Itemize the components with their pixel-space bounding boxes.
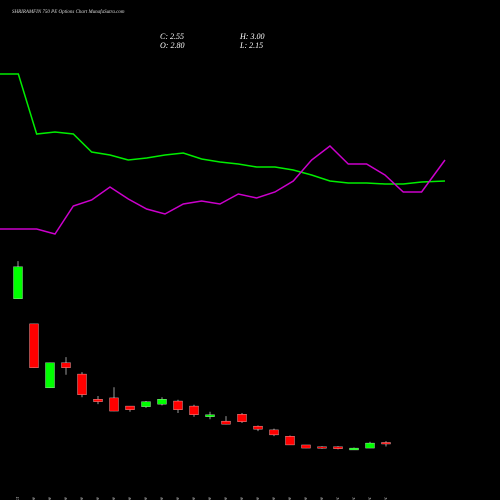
x-tick-label: 26 Nov [288, 496, 293, 500]
candle-body [349, 447, 359, 451]
x-tick-label: 20 Nov [224, 496, 229, 500]
candle-body [253, 425, 263, 430]
close-stat: C: 2.55 [160, 32, 184, 41]
candle-body [173, 400, 183, 410]
x-tick-label: 02 Dec [352, 496, 357, 500]
candle-body [93, 399, 103, 402]
candle-body [141, 401, 151, 407]
candle-body [189, 405, 199, 415]
high-stat: H: 3.00 [239, 32, 264, 41]
open-stat: O: 2.80 [160, 41, 184, 50]
x-tick-label: 04 Nov [48, 496, 53, 500]
candle-body [125, 405, 135, 410]
x-tick-label: 03 Dec [368, 496, 373, 500]
indicator-line [0, 145, 446, 235]
candle-body [205, 414, 215, 417]
x-tick-label: 19 Nov [208, 496, 213, 500]
x-tick-label: 21 Nov [240, 496, 245, 500]
x-tick-label: 27 Nov [304, 496, 309, 500]
candle-body [237, 414, 247, 422]
x-tick-label: 13 Nov [144, 496, 149, 500]
low-stat: L: 2.15 [239, 41, 263, 50]
indicator-line [0, 73, 446, 185]
x-tick-label: 24 Nov [256, 496, 261, 500]
chart-title: SHRIRAMFIN 750 PE Options Chart MunafaSu… [12, 10, 125, 15]
x-tick-label: 28 Nov [320, 496, 325, 500]
candle-body [221, 420, 231, 425]
x-tick-label: 04 Dec [384, 496, 389, 500]
candle-body [333, 446, 343, 449]
x-tick-label: 10 Nov [96, 496, 101, 500]
candle-body [285, 436, 295, 446]
candle-body [77, 373, 87, 395]
candle-body [29, 323, 39, 368]
candle-body [13, 266, 23, 299]
x-tick-label: 01 Dec [336, 496, 341, 500]
candle-body [317, 446, 327, 449]
x-tick-label: 14 Nov [160, 496, 165, 500]
candle-body [109, 397, 119, 412]
x-tick-label: 12 Nov [128, 496, 133, 500]
x-tick-label: 18 Nov [192, 496, 197, 500]
x-tick-label: 25 Nov [272, 496, 277, 500]
x-tick-label: 31 Oct [16, 496, 21, 500]
candle-body [301, 444, 311, 449]
candle-body [365, 442, 375, 449]
x-tick-label: 07 Nov [80, 496, 85, 500]
candle-body [381, 442, 391, 445]
x-tick-label: 06 Nov [64, 496, 69, 500]
candle-body [157, 399, 167, 405]
candle-body [61, 362, 71, 368]
x-tick-label: 11 Nov [112, 496, 117, 500]
candle-body [45, 362, 55, 389]
x-tick-label: 17 Nov [176, 496, 181, 500]
x-tick-label: 03 Nov [32, 496, 37, 500]
candle-body [269, 429, 279, 436]
